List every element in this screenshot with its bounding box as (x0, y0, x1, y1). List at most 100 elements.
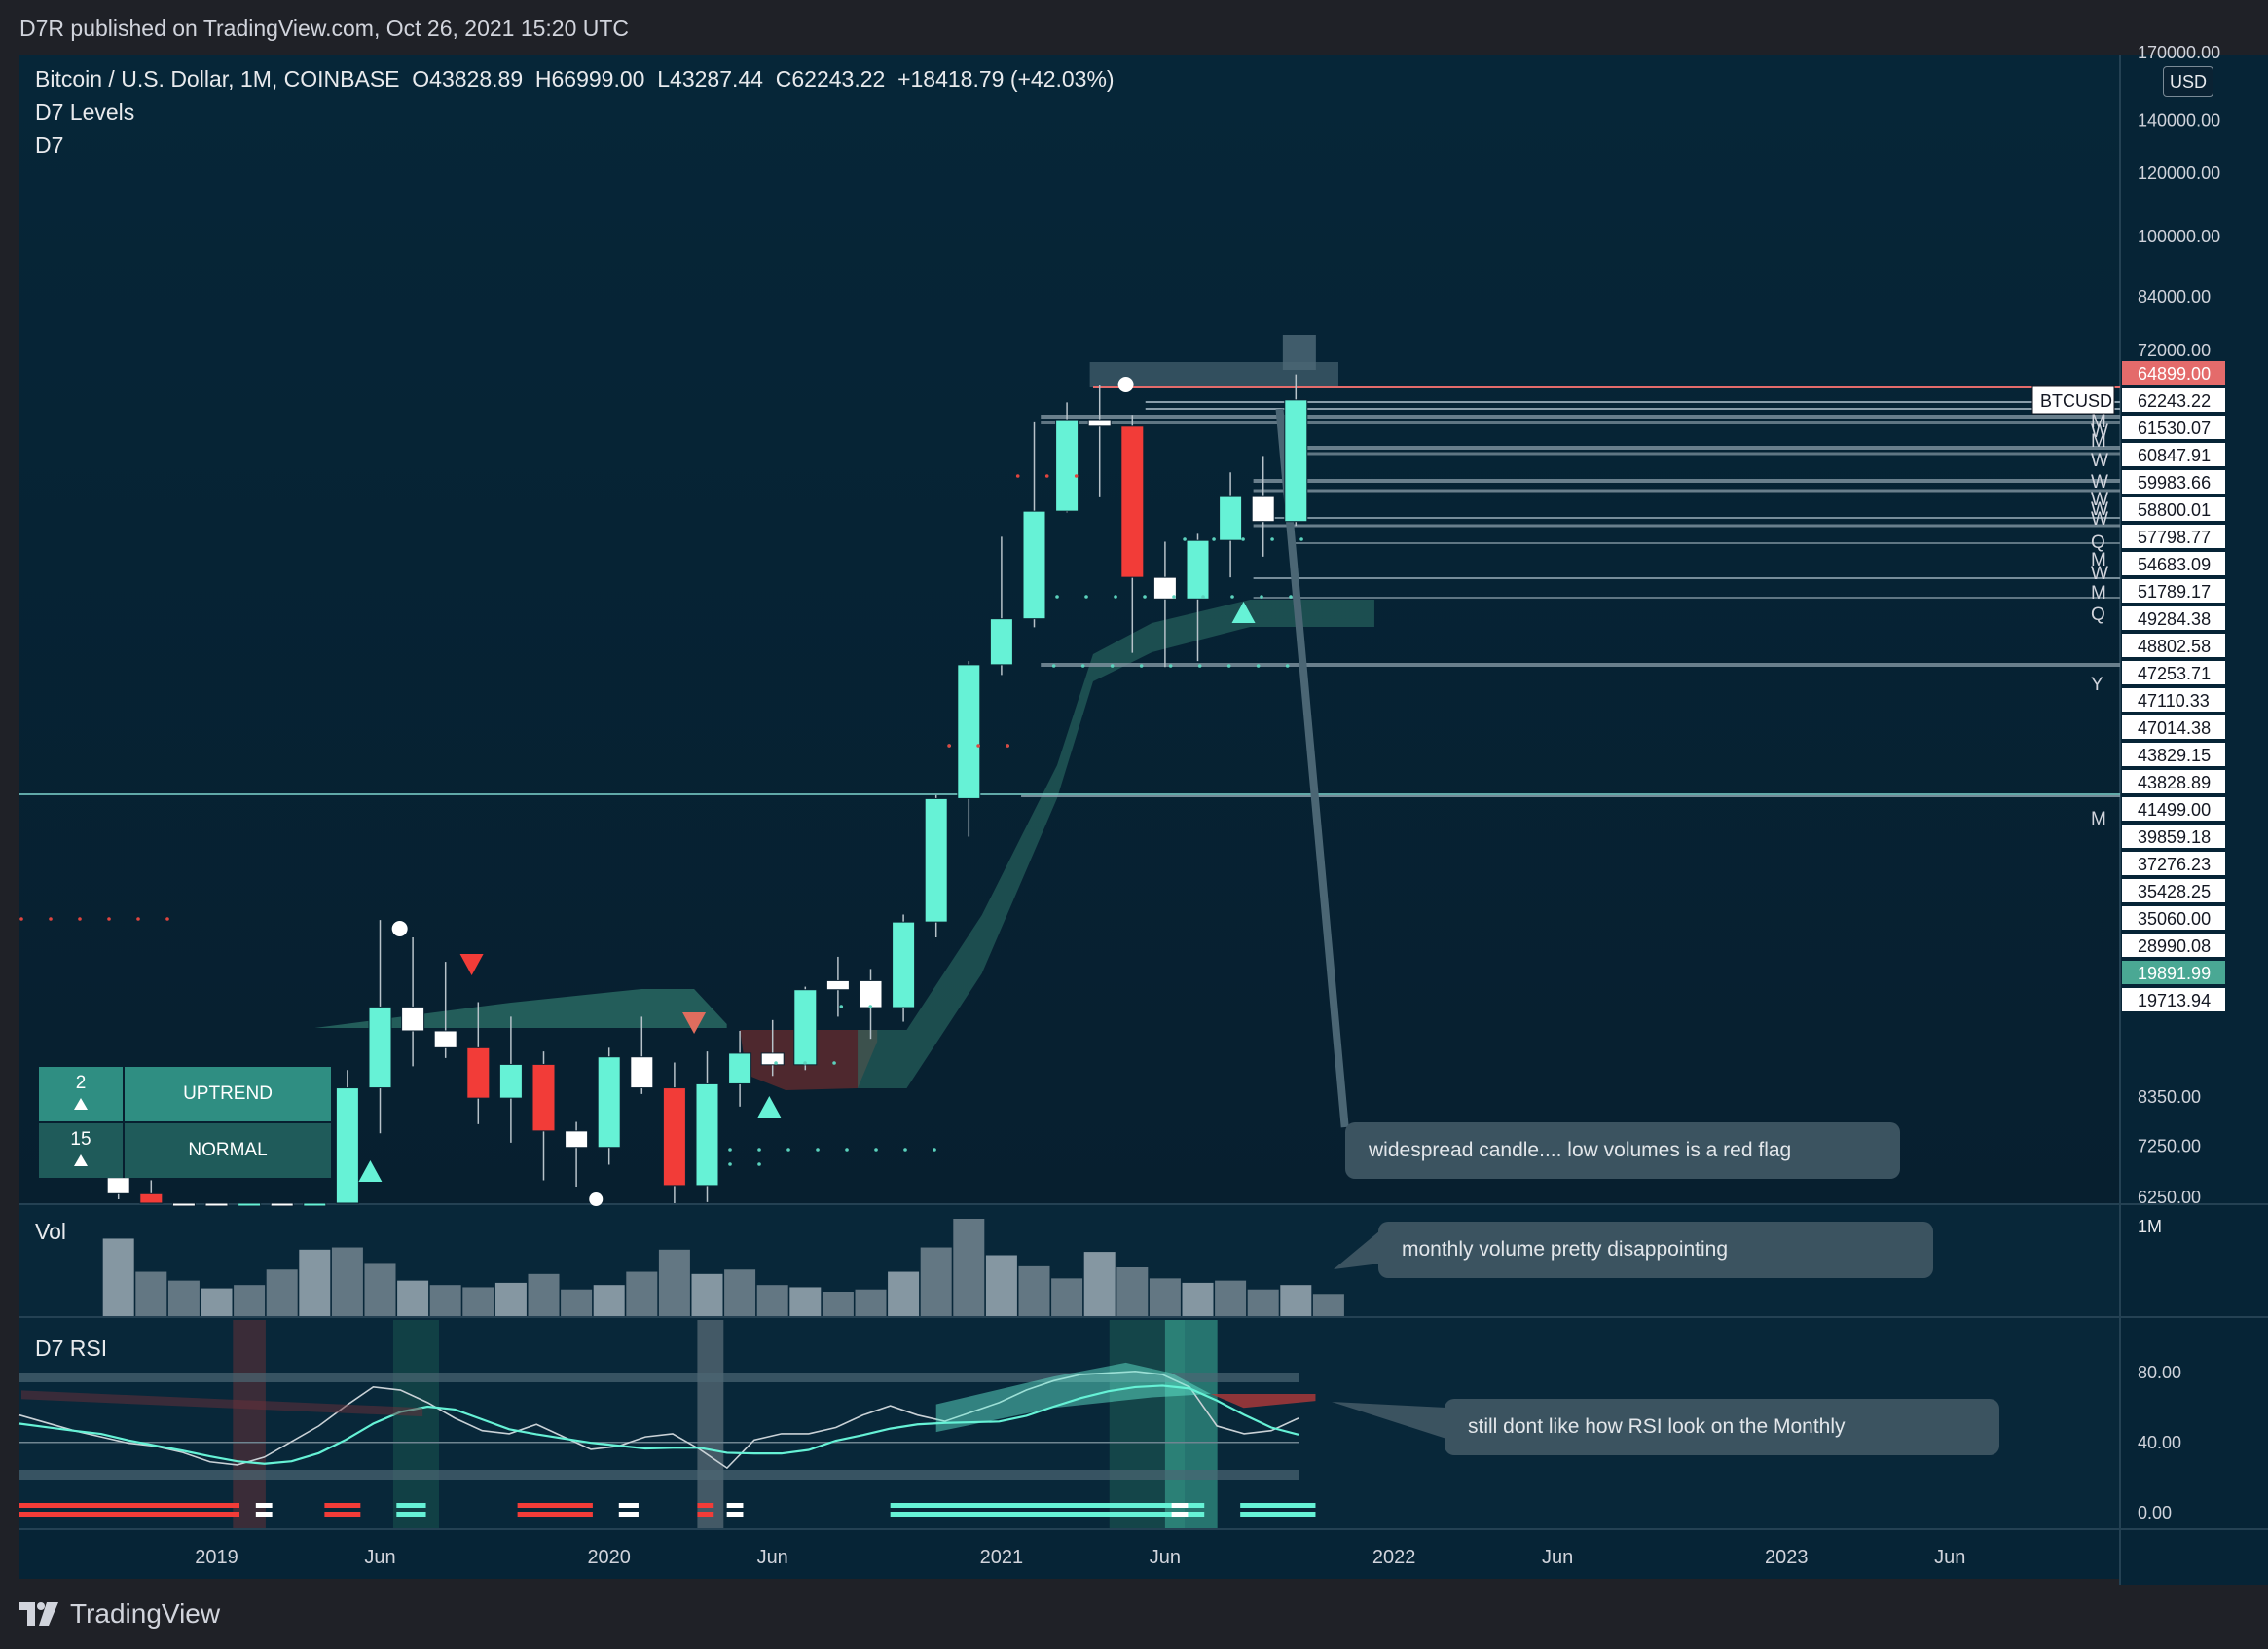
tradingview-logo[interactable]: TradingView (19, 1598, 220, 1630)
annotation-candle[interactable]: widespread candle.... low volumes is a r… (1345, 1122, 1900, 1179)
trail-dot (107, 917, 111, 921)
volume-bar (331, 1247, 363, 1316)
trail-dot (816, 1148, 820, 1152)
rsi-highlight-zone (233, 1320, 266, 1528)
rsi-highlight-zone (1164, 1320, 1218, 1528)
price-tag-bg (2122, 770, 2225, 793)
volume-bar (397, 1280, 429, 1316)
time-axis-label: 2020 (587, 1547, 631, 1568)
volume-bar (822, 1292, 854, 1316)
price-tag-label: 60847.91 (2138, 446, 2211, 465)
rsi-state-bar (890, 1512, 1205, 1517)
candle-body (270, 1202, 294, 1207)
time-axis-label: 2022 (1372, 1547, 1416, 1568)
rsi-state-bar (19, 1503, 240, 1508)
signal-down-icon (682, 1012, 707, 1034)
time-axis-bg (19, 1530, 2120, 1579)
price-tag-label: 49284.38 (2138, 609, 2211, 629)
trail-dot (933, 1148, 936, 1152)
ohlc-high: H66999.00 (534, 66, 645, 92)
volume-bar (1215, 1280, 1247, 1316)
price-tag-bg (2122, 824, 2225, 848)
price-tag-bg (2122, 661, 2225, 684)
trail-dot (1201, 595, 1205, 599)
candle-body (924, 797, 948, 923)
level-letter: M (2091, 583, 2106, 604)
rsi-state-bar (1240, 1512, 1316, 1517)
currency-badge[interactable]: USD (2163, 66, 2213, 97)
rsi-state-bar (324, 1512, 361, 1517)
ohlc-open: O43828.89 (412, 66, 524, 92)
level-letter: M (2091, 412, 2106, 432)
price-tag-bg (2122, 988, 2225, 1011)
trail-dot (774, 1061, 778, 1065)
price-axis-tick: 72000.00 (2138, 341, 2211, 360)
publisher-header: D7R published on TradingView.com, Oct 26… (0, 0, 2268, 55)
time-axis-label: 2023 (1765, 1547, 1809, 1568)
level-letter: M (2091, 431, 2106, 452)
price-tag-label: 54683.09 (2138, 555, 2211, 574)
candle-body (368, 1006, 392, 1089)
price-axis-tick: 8350.00 (2138, 1087, 2201, 1107)
trail-dot (757, 1148, 761, 1152)
volume-bar (102, 1238, 134, 1316)
level-letter: Y (2091, 675, 2103, 695)
chart-canvas[interactable]: 170000.00 140000.00 120000.00 100000.00 8400… (0, 0, 2268, 1585)
pivot-dot-icon (589, 1192, 604, 1206)
symbol-tag[interactable]: BTCUSD (2040, 391, 2112, 411)
volume-bar (1018, 1265, 1050, 1316)
trail-dot (1172, 595, 1176, 599)
trail-dot (1015, 474, 1020, 478)
volume-bar (1280, 1285, 1312, 1316)
price-tag-label: 59983.66 (2138, 473, 2211, 493)
rsi-state-bar (396, 1512, 426, 1517)
indicator-label-levels[interactable]: D7 Levels (35, 99, 135, 125)
supply-zone-top (1282, 335, 1316, 370)
candle-body (662, 1087, 686, 1187)
annotation-rsi[interactable]: still dont like how RSI look on the Mont… (1445, 1399, 1999, 1455)
price-axis-tick: 84000.00 (2138, 287, 2211, 307)
price-tag-label: 35060.00 (2138, 909, 2211, 929)
price-tag-bg (2122, 934, 2225, 957)
candle-body (793, 989, 818, 1066)
time-axis-label: Jun (1150, 1547, 1181, 1568)
trail-dot (1183, 537, 1187, 541)
indicator-label-d7[interactable]: D7 (35, 132, 64, 158)
volume-bar (364, 1263, 396, 1316)
annotation-volume[interactable]: monthly volume pretty disappointing (1378, 1222, 1933, 1278)
time-axis-label: Jun (1542, 1547, 1573, 1568)
volume-scale-label: 1M (2138, 1217, 2163, 1236)
price-tag-bg (2122, 552, 2225, 575)
price-axis-tick: 100000.00 (2138, 227, 2220, 246)
time-axis-label: 2019 (195, 1547, 238, 1568)
rsi-highlight-zone (392, 1320, 439, 1528)
candle-body (498, 1063, 523, 1099)
level-letter: M (2091, 550, 2106, 570)
price-axis-tick: 6250.00 (2138, 1188, 2201, 1207)
price-tag-bg (2122, 634, 2225, 657)
trend-label-1: UPTREND (183, 1083, 273, 1104)
time-axis[interactable]: 2019 Jun 2020 Jun 2021 Jun 2022 Jun 2023 Jun (195, 1547, 1965, 1568)
candle-body (1152, 576, 1177, 600)
price-axis[interactable]: 170000.00 140000.00 120000.00 100000.00 8400… (2138, 43, 2220, 1522)
price-tag-label: 19713.94 (2138, 991, 2211, 1010)
symbol-tag-bg[interactable] (2031, 385, 2115, 415)
candle-body (335, 1087, 359, 1204)
trail-dot (1226, 664, 1231, 668)
trail-dot (1143, 595, 1147, 599)
volume-bar (1149, 1278, 1181, 1316)
trail-dot (1110, 664, 1115, 668)
rsi-line (18, 1371, 1299, 1470)
annotation-pointer (1275, 408, 1349, 1128)
price-tag-bg (2122, 606, 2225, 630)
price-tag-label: 64899.00 (2138, 364, 2211, 384)
rsi-state-bar (697, 1503, 714, 1508)
annotation-tails (1332, 1230, 1446, 1439)
candle-body (597, 1056, 621, 1149)
trend-label-2: NORMAL (188, 1140, 268, 1160)
trail-dot (1212, 537, 1216, 541)
price-tag-label: 43828.89 (2138, 773, 2211, 792)
price-tag-bg (2122, 361, 2225, 385)
rsi-state-bar (19, 1512, 240, 1517)
time-axis-label: Jun (364, 1547, 395, 1568)
